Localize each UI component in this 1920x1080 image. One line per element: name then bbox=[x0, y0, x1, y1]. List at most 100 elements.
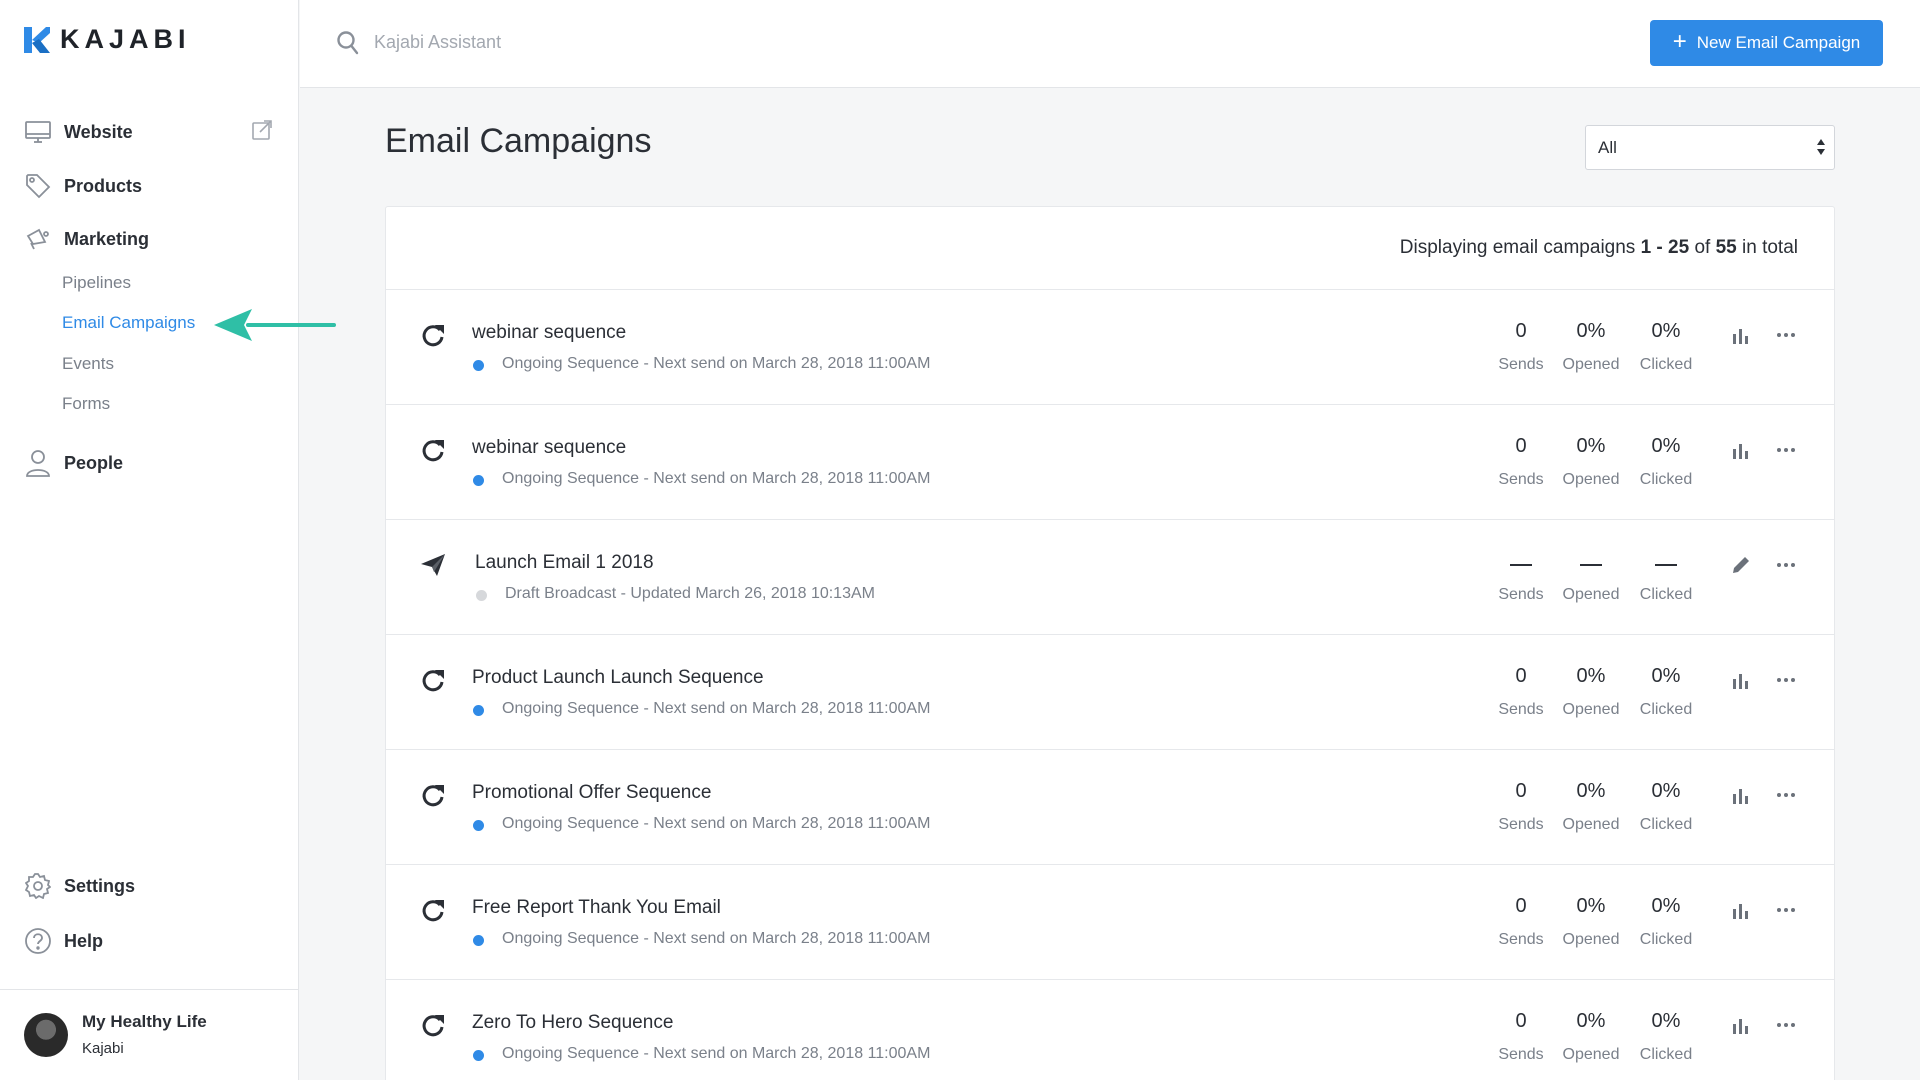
pointer-arrow-icon bbox=[214, 309, 336, 341]
campaign-row[interactable]: Launch Email 1 2018 Draft Broadcast - Up… bbox=[386, 519, 1834, 634]
campaign-filter-select[interactable]: All bbox=[1585, 125, 1835, 170]
person-icon bbox=[24, 449, 52, 477]
sidebar-subitem-email-campaigns[interactable]: Email Campaigns bbox=[62, 313, 196, 332]
user-name: My Healthy Life bbox=[82, 1012, 207, 1031]
chart-icon[interactable] bbox=[1730, 784, 1752, 806]
stat-label: Sends bbox=[1498, 356, 1544, 373]
stat-clicked: Clicked bbox=[1626, 550, 1706, 604]
campaign-row[interactable]: webinar sequence Ongoing Sequence - Next… bbox=[386, 404, 1834, 519]
sidebar-subitem-forms[interactable]: Forms bbox=[62, 394, 111, 413]
campaign-status: Draft Broadcast - Updated March 26, 2018… bbox=[505, 585, 875, 602]
campaign-status: Ongoing Sequence - Next send on March 28… bbox=[502, 815, 931, 832]
stat-label: Clicked bbox=[1639, 356, 1693, 373]
empty-dash bbox=[1580, 563, 1602, 566]
new-email-campaign-button[interactable]: + New Email Campaign bbox=[1650, 20, 1883, 66]
chart-icon[interactable] bbox=[1730, 669, 1752, 691]
campaign-name[interactable]: Product Launch Launch Sequence bbox=[472, 667, 764, 688]
status-dot bbox=[473, 705, 484, 716]
stat-value: 0% bbox=[1651, 665, 1681, 687]
more-options-icon[interactable] bbox=[1776, 675, 1796, 685]
campaign-row[interactable]: Product Launch Launch Sequence Ongoing S… bbox=[386, 634, 1834, 749]
select-arrows-icon bbox=[1817, 139, 1825, 155]
stat-value: 0 bbox=[1515, 780, 1527, 802]
stat-value: 0 bbox=[1515, 895, 1527, 917]
sidebar-item-help[interactable]: Help bbox=[24, 925, 103, 957]
stat-label: Opened bbox=[1562, 586, 1620, 603]
campaign-status: Ongoing Sequence - Next send on March 28… bbox=[502, 930, 931, 947]
refresh-icon bbox=[420, 897, 446, 923]
stat-sends: 0 Sends bbox=[1481, 780, 1561, 834]
more-options-icon[interactable] bbox=[1776, 330, 1796, 340]
chart-icon[interactable] bbox=[1730, 439, 1752, 461]
stat-value: 0 bbox=[1515, 435, 1527, 457]
campaign-row[interactable]: Free Report Thank You Email Ongoing Sequ… bbox=[386, 864, 1834, 979]
search-input[interactable] bbox=[374, 26, 974, 58]
sidebar-subitem-pipelines[interactable]: Pipelines bbox=[62, 273, 131, 292]
status-dot bbox=[473, 935, 484, 946]
pencil-icon[interactable] bbox=[1730, 554, 1752, 576]
campaign-row[interactable]: Promotional Offer Sequence Ongoing Seque… bbox=[386, 749, 1834, 864]
campaign-status: Ongoing Sequence - Next send on March 28… bbox=[502, 355, 931, 372]
chart-icon[interactable] bbox=[1730, 1014, 1752, 1036]
campaign-name[interactable]: webinar sequence bbox=[472, 437, 627, 458]
chart-icon[interactable] bbox=[1730, 324, 1752, 346]
stat-opened: 0% Opened bbox=[1551, 895, 1631, 949]
more-options-icon[interactable] bbox=[1776, 905, 1796, 915]
stat-clicked: 0% Clicked bbox=[1626, 435, 1706, 489]
stat-opened: 0% Opened bbox=[1551, 780, 1631, 834]
stat-value: 0% bbox=[1576, 435, 1606, 457]
gear-icon bbox=[24, 872, 52, 900]
sidebar-item-products[interactable]: Products bbox=[24, 170, 142, 202]
campaign-name[interactable]: Promotional Offer Sequence bbox=[472, 782, 712, 803]
more-options-icon[interactable] bbox=[1776, 445, 1796, 455]
more-options-icon[interactable] bbox=[1776, 790, 1796, 800]
paper-plane-icon bbox=[420, 552, 446, 578]
stat-value: 0% bbox=[1651, 435, 1681, 457]
sidebar-item-label: Website bbox=[64, 121, 133, 142]
stat-label: Clicked bbox=[1639, 1046, 1693, 1063]
stat-sends: 0 Sends bbox=[1481, 895, 1561, 949]
sidebar-item-label: People bbox=[64, 452, 124, 473]
campaign-name[interactable]: Free Report Thank You Email bbox=[472, 897, 721, 918]
stat-label: Clicked bbox=[1639, 471, 1693, 488]
stat-value bbox=[1481, 550, 1561, 576]
sidebar-item-settings[interactable]: Settings bbox=[24, 870, 135, 902]
stat-value: 0% bbox=[1576, 665, 1606, 687]
stat-label: Clicked bbox=[1639, 586, 1693, 603]
campaign-row[interactable]: webinar sequence Ongoing Sequence - Next… bbox=[386, 289, 1834, 404]
stat-value: 0 bbox=[1515, 320, 1527, 342]
sidebar-subitem-events[interactable]: Events bbox=[62, 354, 114, 373]
sidebar-item-marketing[interactable]: Marketing bbox=[24, 223, 149, 255]
chart-icon[interactable] bbox=[1730, 899, 1752, 921]
stat-label: Sends bbox=[1498, 471, 1544, 488]
campaign-row[interactable]: Zero To Hero Sequence Ongoing Sequence -… bbox=[386, 979, 1834, 1080]
status-dot bbox=[476, 590, 487, 601]
stat-value: 0% bbox=[1576, 1010, 1606, 1032]
refresh-icon bbox=[420, 1012, 446, 1038]
stat-label: Clicked bbox=[1639, 701, 1693, 718]
stat-label: Sends bbox=[1498, 931, 1544, 948]
stat-opened: 0% Opened bbox=[1551, 435, 1631, 489]
campaign-name[interactable]: Launch Email 1 2018 bbox=[475, 552, 654, 573]
more-options-icon[interactable] bbox=[1776, 560, 1796, 570]
sidebar-item-people[interactable]: People bbox=[24, 447, 123, 479]
external-link-icon[interactable] bbox=[250, 118, 274, 142]
filter-selected-value: All bbox=[1598, 137, 1617, 157]
kajabi-logo[interactable]: KAJABI bbox=[24, 24, 191, 55]
refresh-icon bbox=[420, 322, 446, 348]
stat-sends: 0 Sends bbox=[1481, 1010, 1561, 1064]
sidebar-item-label: Settings bbox=[64, 875, 136, 896]
sidebar-item-website[interactable]: Website bbox=[24, 116, 133, 148]
stat-value: 0% bbox=[1576, 320, 1606, 342]
campaign-name[interactable]: webinar sequence bbox=[472, 322, 627, 343]
topbar: + New Email Campaign bbox=[300, 0, 1920, 88]
campaign-name[interactable]: Zero To Hero Sequence bbox=[472, 1012, 674, 1033]
stat-label: Opened bbox=[1562, 471, 1620, 488]
stat-opened: 0% Opened bbox=[1551, 1010, 1631, 1064]
more-options-icon[interactable] bbox=[1776, 1020, 1796, 1030]
displaying-count: Displaying email campaigns 1 - 25 of 55 … bbox=[1399, 237, 1798, 258]
campaign-status: Ongoing Sequence - Next send on March 28… bbox=[502, 470, 931, 487]
user-account[interactable]: My Healthy Life Kajabi bbox=[0, 989, 299, 1080]
campaign-status: Ongoing Sequence - Next send on March 28… bbox=[502, 700, 931, 717]
stat-label: Opened bbox=[1562, 1046, 1620, 1063]
